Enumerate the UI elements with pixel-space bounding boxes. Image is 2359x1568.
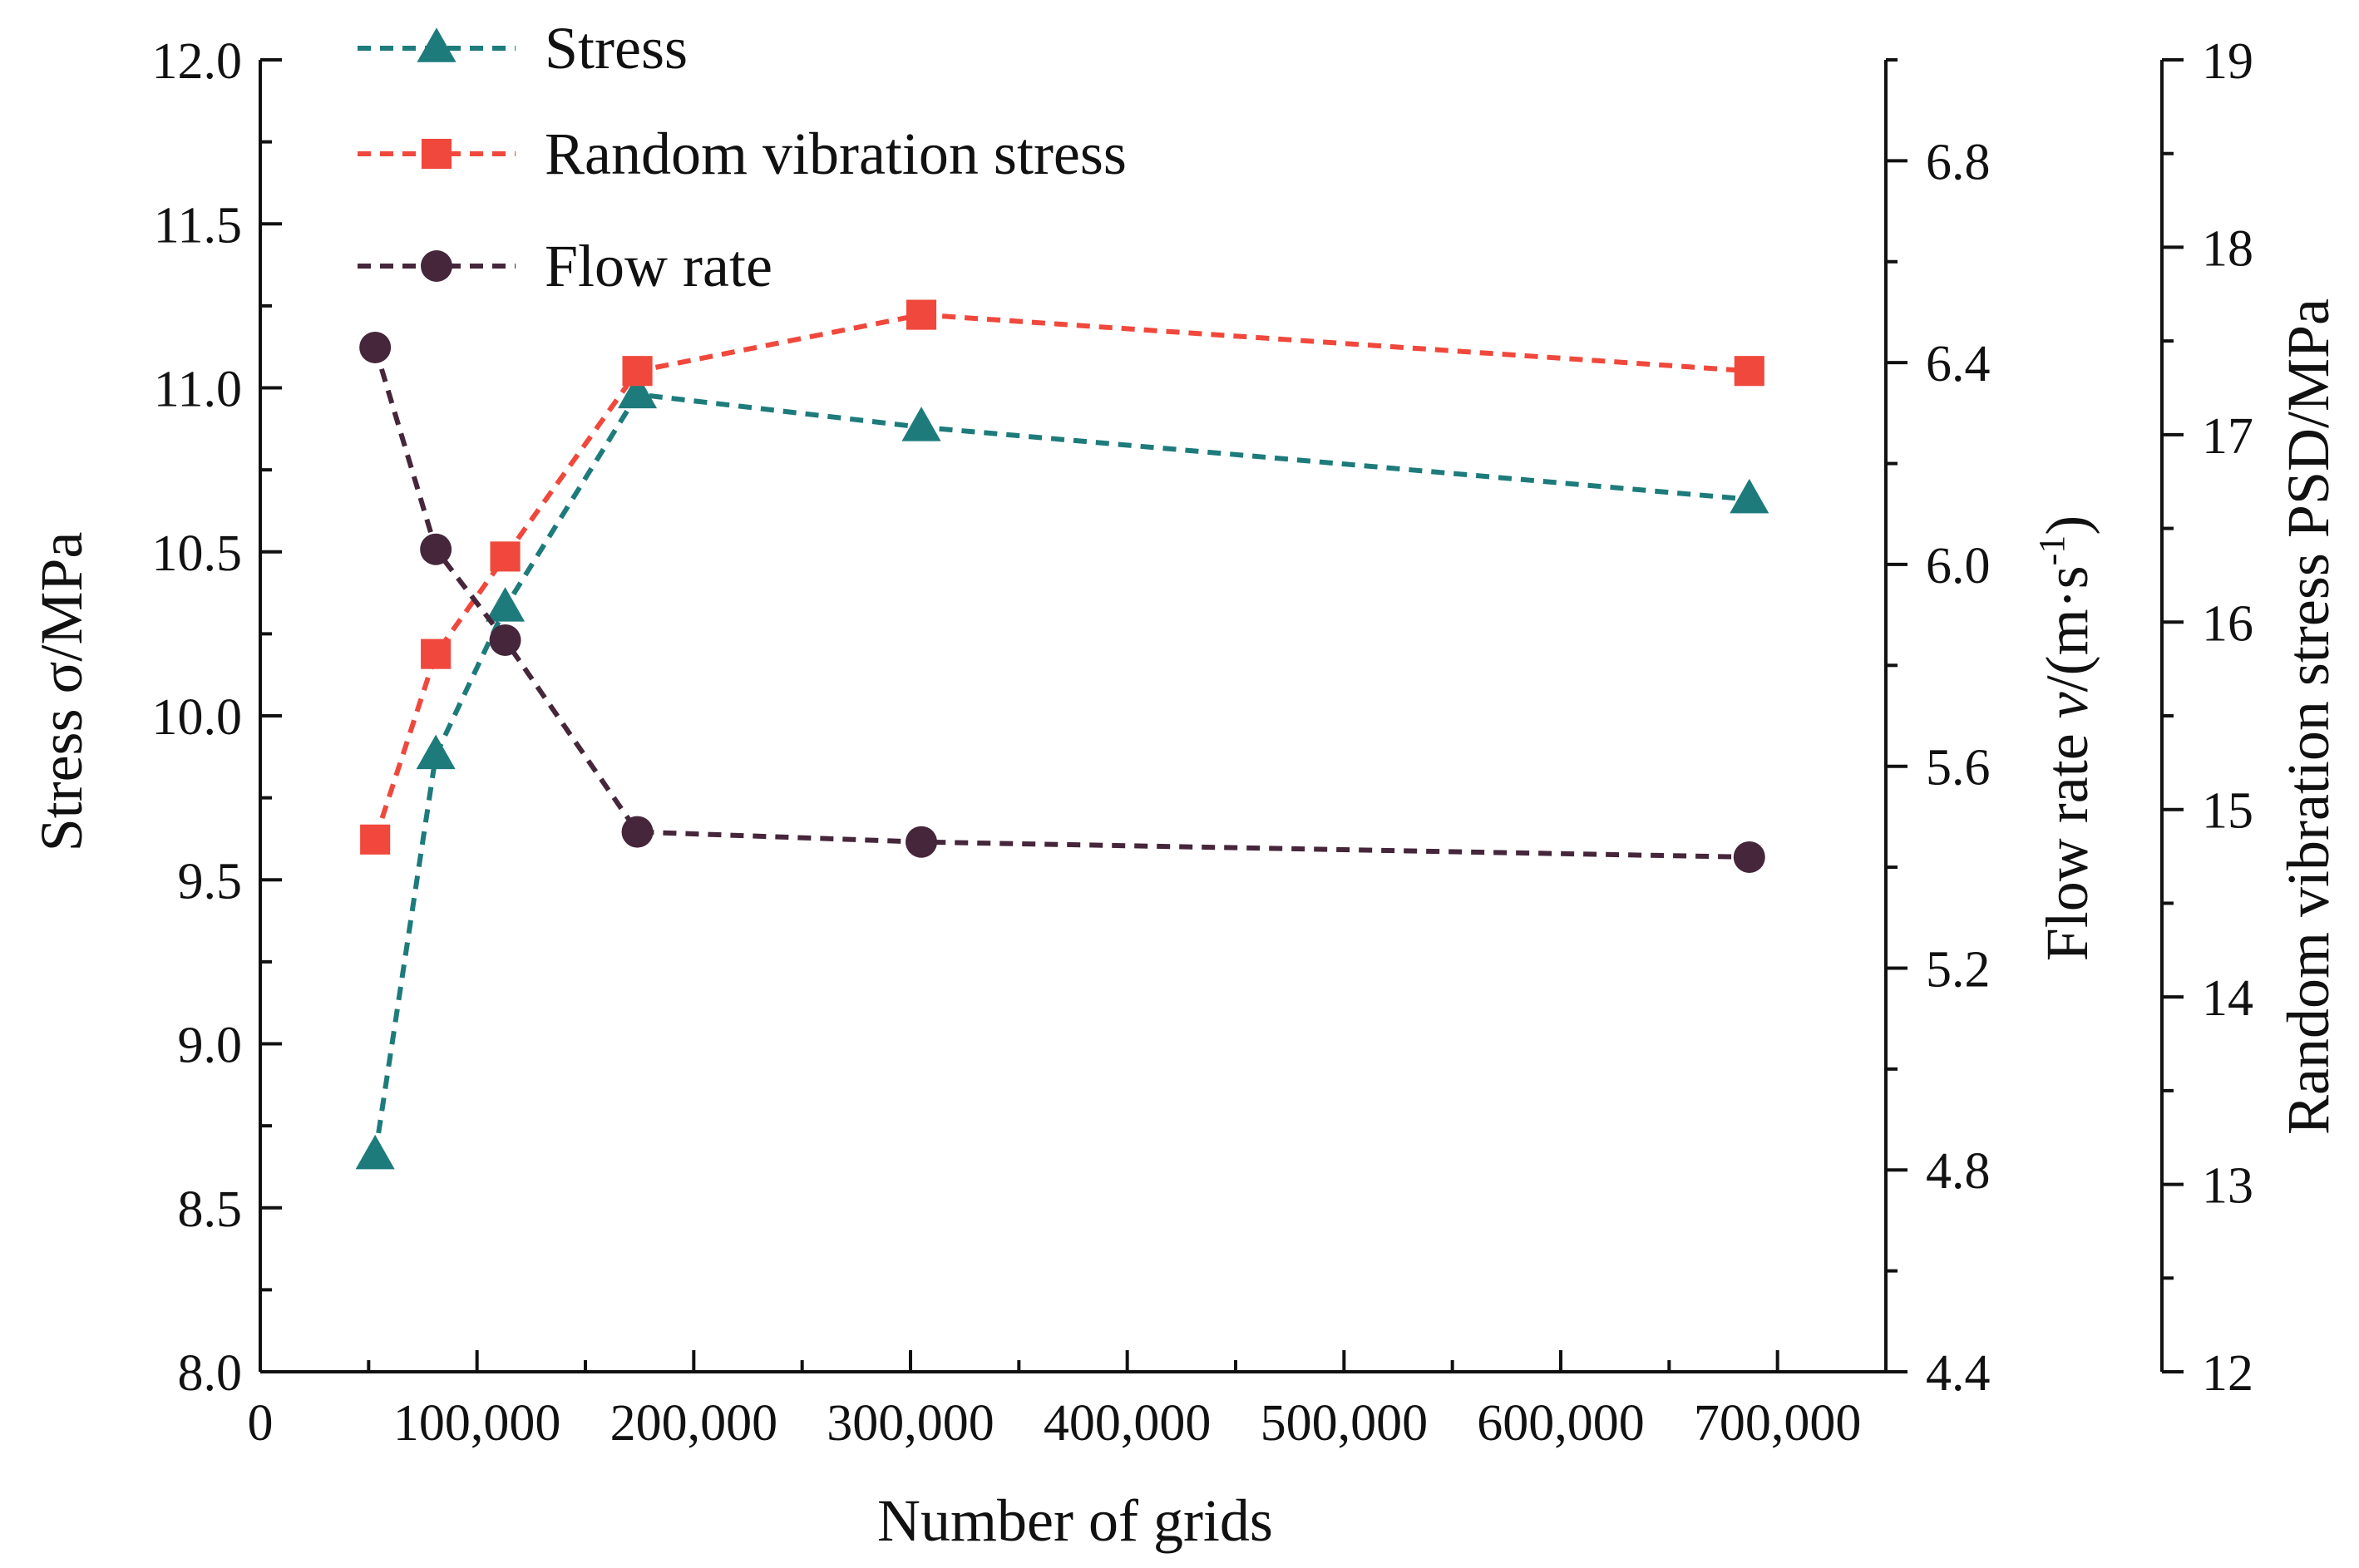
- data-point: [421, 639, 452, 669]
- x-tick-label: 400,000: [1044, 1395, 1212, 1452]
- y-left-tick-label: 9.0: [178, 1018, 243, 1074]
- y-mid-tick-label: 4.4: [1926, 1345, 1991, 1402]
- series-random-vibration-stress: [360, 299, 1764, 855]
- series-stress: [355, 373, 1769, 1170]
- data-point: [355, 1134, 395, 1170]
- series-line: [373, 312, 1750, 841]
- x-tick-label: 0: [248, 1395, 274, 1452]
- x-axis-title: Number of grids: [877, 1487, 1273, 1554]
- y-left-tick-label: 11.5: [154, 197, 242, 254]
- y-mid-tick-label: 5.6: [1926, 740, 1991, 796]
- y3-axis-title: Random vibration stress PSD/MPa: [2275, 298, 2342, 1135]
- legend-marker: [417, 27, 457, 62]
- data-point: [622, 356, 653, 387]
- y-mid-tick-label: 4.8: [1926, 1143, 1991, 1200]
- legend-label: Flow rate: [545, 233, 772, 299]
- data-point: [360, 824, 391, 855]
- y-right-tick-label: 15: [2202, 783, 2253, 840]
- axis-titles: Number of grids Stress σ/MPa Flow rate v…: [28, 298, 2342, 1554]
- data-point: [906, 299, 937, 330]
- data-point: [621, 816, 654, 848]
- y2-axis-title: Flow rate v/(m·s-1): [2031, 515, 2100, 962]
- legend-item: Random vibration stress: [358, 121, 1127, 187]
- data-point: [1734, 356, 1764, 387]
- data-point: [1733, 841, 1765, 873]
- legend-item: Flow rate: [358, 233, 772, 299]
- y-right-tick-label: 18: [2202, 220, 2253, 277]
- data-point: [618, 373, 658, 409]
- y-right-tick-label: 13: [2202, 1158, 2253, 1215]
- y-mid-tick-label: 5.2: [1926, 941, 1991, 998]
- legend-item: Stress: [358, 15, 688, 81]
- legend-marker: [421, 250, 452, 282]
- legend-label: Stress: [545, 15, 688, 81]
- legend-label: Random vibration stress: [545, 121, 1127, 187]
- axes: 0 100,000 200,000 300,000 400,000 500,000 600,…: [152, 33, 2254, 1452]
- data-point: [485, 587, 526, 622]
- data-point: [901, 407, 941, 441]
- series-line: [373, 392, 1750, 1156]
- y-mid-tick-label: 6.8: [1926, 134, 1991, 190]
- data-point: [489, 624, 521, 656]
- y-left-tick-label: 11.0: [154, 362, 242, 418]
- y-right-tick-label: 16: [2202, 595, 2253, 652]
- data-point: [1730, 478, 1769, 514]
- legend-marker: [421, 138, 452, 170]
- y-right-tick-label: 17: [2202, 408, 2253, 465]
- x-tick-label: 100,000: [393, 1395, 561, 1452]
- series-flow-rate: [359, 331, 1765, 873]
- y-mid-tick-label: 6.0: [1926, 538, 1991, 594]
- legend: Stress Random vibration stress Flow rate: [358, 15, 1127, 299]
- x-tick-label: 700,000: [1694, 1395, 1862, 1452]
- x-tick-label: 600,000: [1477, 1395, 1645, 1452]
- data-point: [416, 734, 456, 770]
- y-left-tick-label: 12.0: [152, 33, 243, 90]
- y-left-tick-label: 10.5: [152, 525, 243, 582]
- x-tick-label: 300,000: [827, 1395, 994, 1452]
- y-right-tick-label: 19: [2202, 33, 2253, 90]
- y-left-tick-label: 10.0: [152, 689, 243, 746]
- y-left-tick-label: 8.0: [178, 1345, 243, 1402]
- y-right-tick-label: 12: [2202, 1345, 2253, 1402]
- series-layer: [355, 299, 1769, 1170]
- series-line: [373, 347, 1750, 860]
- data-point: [906, 826, 938, 858]
- data-point: [420, 533, 452, 565]
- x-tick-label: 200,000: [610, 1395, 778, 1452]
- y-axis-title: Stress σ/MPa: [28, 532, 95, 852]
- data-point: [359, 331, 392, 363]
- y-right-tick-label: 14: [2202, 970, 2253, 1027]
- x-tick-label: 500,000: [1261, 1395, 1429, 1452]
- data-point: [490, 541, 521, 572]
- y-left-tick-label: 8.5: [178, 1181, 243, 1238]
- y-mid-tick-label: 6.4: [1926, 336, 1991, 392]
- y-left-tick-label: 9.5: [178, 853, 243, 910]
